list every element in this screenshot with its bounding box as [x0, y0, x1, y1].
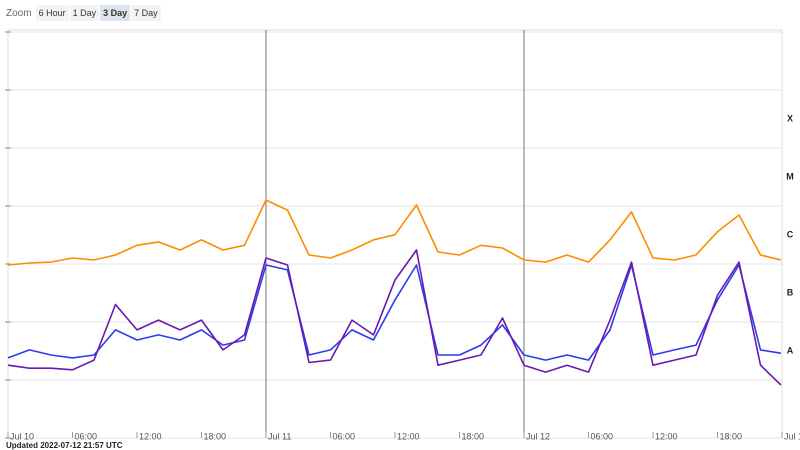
x-tick-label: 12:00	[139, 431, 162, 441]
x-tick-label: Jul 10	[10, 431, 34, 441]
updated-text: Updated 2022-07-12 21:57 UTC	[6, 441, 123, 450]
x-tick-label: Jul 12	[526, 431, 550, 441]
zoom-bar: Zoom 6 Hour 1 Day 3 Day 7 Day	[6, 4, 162, 22]
flux-class-label: A	[787, 345, 794, 355]
flux-line	[7, 249, 782, 386]
x-tick-label: Jul 13	[784, 431, 800, 441]
flux-class-label: B	[787, 287, 794, 297]
x-tick-label: 18:00	[462, 431, 485, 441]
zoom-button[interactable]: 3 Day	[100, 5, 131, 21]
x-tick-label: 18:00	[204, 431, 227, 441]
zoom-label: Zoom	[6, 7, 32, 19]
x-tick-label: 18:00	[720, 431, 743, 441]
flux-class-label: C	[787, 229, 794, 239]
flux-line	[7, 199, 782, 266]
x-tick-label: 12:00	[655, 431, 678, 441]
flux-line	[7, 264, 782, 361]
x-tick-label: 06:00	[75, 431, 98, 441]
flux-class-label: M	[786, 171, 794, 181]
x-tick-label: Jul 11	[268, 431, 291, 441]
zoom-button[interactable]: 6 Hour	[35, 5, 69, 21]
zoom-button[interactable]: 1 Day	[69, 5, 100, 21]
x-tick-label: 12:00	[397, 431, 420, 441]
x-tick-label: 06:00	[333, 431, 356, 441]
flux-class-label: X	[787, 113, 793, 123]
x-tick-label: 06:00	[591, 431, 614, 441]
zoom-button[interactable]: 7 Day	[131, 5, 161, 21]
